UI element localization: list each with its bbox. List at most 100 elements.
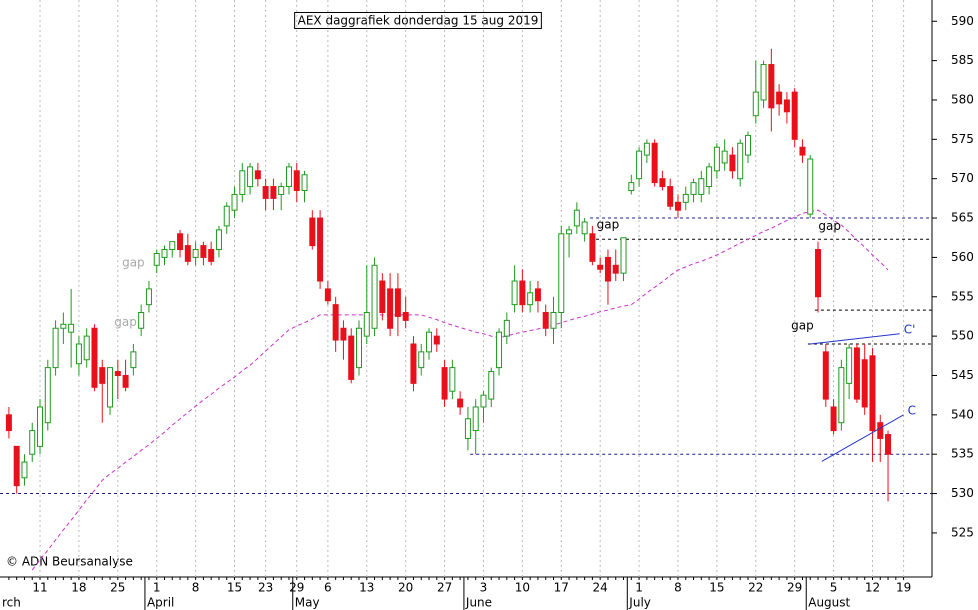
candle-body bbox=[247, 166, 254, 188]
y-tick-label: 540 bbox=[951, 407, 974, 421]
candle-body bbox=[208, 249, 215, 262]
x-tick-label: 12 bbox=[865, 581, 880, 595]
candle-body bbox=[332, 304, 339, 341]
annotation: gap bbox=[122, 255, 145, 269]
x-tick-label: 3 bbox=[480, 581, 488, 595]
candle-body bbox=[846, 347, 853, 384]
y-tick-label: 570 bbox=[951, 171, 974, 185]
candle-body bbox=[534, 288, 541, 302]
candle-body bbox=[550, 312, 557, 329]
candle-body bbox=[130, 351, 137, 369]
candle-body bbox=[659, 178, 666, 188]
x-tick-label: 8 bbox=[192, 581, 200, 595]
candle-body bbox=[464, 418, 471, 439]
candle-body bbox=[457, 398, 464, 408]
candle-body bbox=[597, 264, 604, 270]
y-tick-label: 560 bbox=[951, 250, 974, 264]
month-label: April bbox=[147, 596, 174, 610]
candle-body bbox=[682, 193, 689, 203]
x-tick-label: 5 bbox=[830, 581, 838, 595]
candle-body bbox=[628, 182, 635, 191]
candle-body bbox=[44, 367, 51, 424]
candle-body bbox=[223, 205, 230, 227]
x-tick-label: 23 bbox=[258, 581, 273, 595]
candle-body bbox=[83, 335, 90, 361]
annotation: gap bbox=[597, 218, 620, 232]
candle-body bbox=[184, 245, 191, 262]
candle-body bbox=[114, 371, 121, 376]
candle-body bbox=[363, 312, 370, 337]
candle-body bbox=[620, 237, 627, 274]
candle-body bbox=[145, 288, 152, 306]
x-tick-label: 15 bbox=[227, 581, 242, 595]
y-tick-label: 530 bbox=[951, 486, 974, 500]
candle-body bbox=[449, 367, 456, 392]
candle-body bbox=[278, 186, 285, 195]
candle-body bbox=[472, 406, 479, 432]
candle-body bbox=[418, 351, 425, 369]
candle-body bbox=[293, 170, 300, 191]
candle-body bbox=[737, 142, 744, 180]
candle-body bbox=[324, 288, 331, 302]
candle-body bbox=[340, 327, 347, 341]
candle-body bbox=[29, 430, 36, 455]
x-tick-label: 20 bbox=[398, 581, 413, 595]
annotation: gap bbox=[791, 318, 814, 332]
candle-body bbox=[426, 331, 433, 353]
x-tick-label: 10 bbox=[515, 581, 530, 595]
candle-body bbox=[21, 461, 28, 479]
candle-body bbox=[91, 327, 98, 388]
annotation: gap bbox=[114, 315, 137, 329]
month-label: July bbox=[628, 596, 651, 610]
candle-body bbox=[317, 217, 324, 282]
candle-body bbox=[239, 170, 246, 195]
candle-body bbox=[519, 280, 526, 306]
trendline-label: C' bbox=[904, 322, 916, 336]
month-label: June bbox=[465, 596, 492, 610]
y-tick-label: 545 bbox=[951, 368, 974, 382]
candle-body bbox=[713, 146, 720, 172]
candle-body bbox=[301, 174, 308, 191]
x-tick-label: 15 bbox=[709, 581, 724, 595]
candle-body bbox=[527, 292, 534, 306]
candle-body bbox=[496, 331, 503, 369]
candle-body bbox=[480, 394, 487, 408]
candle-body bbox=[612, 264, 619, 274]
candle-body bbox=[441, 367, 448, 400]
candle-body bbox=[169, 241, 176, 251]
candle-body bbox=[270, 186, 277, 199]
candle-body bbox=[745, 134, 751, 156]
candle-body bbox=[589, 233, 596, 262]
month-label: May bbox=[295, 596, 320, 610]
candle-body bbox=[667, 186, 674, 207]
candle-body bbox=[309, 217, 316, 247]
y-tick-label: 550 bbox=[951, 329, 974, 343]
candle-body bbox=[776, 91, 783, 105]
candle-body bbox=[698, 178, 705, 195]
candle-body bbox=[885, 434, 892, 455]
x-tick-label: 8 bbox=[674, 581, 682, 595]
y-tick-label: 555 bbox=[951, 289, 974, 303]
candle-body bbox=[161, 249, 168, 258]
candle-body bbox=[285, 166, 292, 188]
x-tick-label: 22 bbox=[748, 581, 763, 595]
candle-body bbox=[394, 288, 401, 317]
candle-body bbox=[99, 367, 106, 384]
candle-body bbox=[877, 422, 884, 439]
candle-body bbox=[37, 406, 44, 447]
title-box bbox=[294, 12, 542, 29]
candle-body bbox=[729, 154, 736, 172]
candle-body bbox=[651, 142, 658, 184]
candle-body bbox=[830, 406, 837, 432]
x-tick-label: 17 bbox=[554, 581, 569, 595]
candle-body bbox=[581, 221, 588, 235]
candle-body bbox=[636, 150, 643, 180]
candle-body bbox=[379, 280, 386, 314]
candle-body bbox=[13, 445, 20, 487]
candle-body bbox=[721, 150, 728, 164]
candle-body bbox=[60, 323, 67, 329]
candle-body bbox=[542, 312, 549, 329]
y-tick-label: 580 bbox=[951, 92, 974, 106]
chart-title: AEX daggrafiek donderdag 15 aug 2019 bbox=[298, 14, 539, 28]
x-tick-label: 18 bbox=[71, 581, 86, 595]
